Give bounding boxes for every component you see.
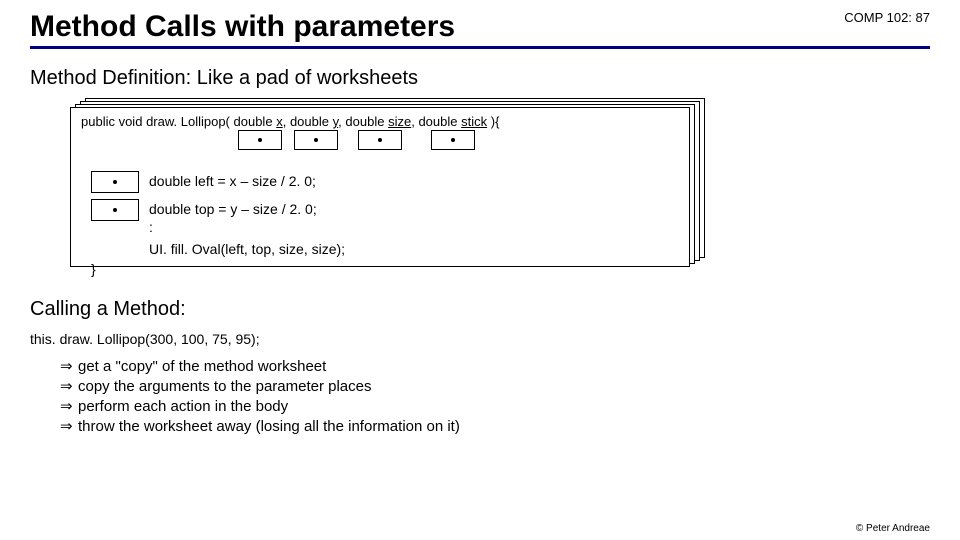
body-row: double left = x – size / 2. 0; xyxy=(91,171,679,193)
dot-icon xyxy=(378,138,382,142)
param-box-size: double size, xyxy=(345,114,414,129)
param-name: size xyxy=(388,114,411,129)
bullet-text: get a "copy" of the method worksheet xyxy=(78,358,326,375)
signature-suffix: ){ xyxy=(491,114,500,129)
param-slot xyxy=(294,130,338,150)
bullet-item: ⇒get a "copy" of the method worksheet xyxy=(60,357,930,375)
course-reference: COMP 102: 87 xyxy=(844,10,930,25)
param-slot xyxy=(431,130,475,150)
dot-icon xyxy=(314,138,318,142)
param-slot xyxy=(238,130,282,150)
param-box-y: double y, xyxy=(290,114,342,129)
code-line: UI. fill. Oval(left, top, size, size); xyxy=(149,241,679,257)
param-slot xyxy=(358,130,402,150)
arrow-icon: ⇒ xyxy=(60,397,78,415)
page-title: Method Calls with parameters xyxy=(30,10,455,44)
bullet-text: throw the worksheet away (losing all the… xyxy=(78,418,460,435)
code-line: : xyxy=(149,217,317,235)
section-heading-definition: Method Definition: Like a pad of workshe… xyxy=(30,67,930,90)
section-heading-calling: Calling a Method: xyxy=(30,298,930,321)
dot-icon xyxy=(451,138,455,142)
param-type: double xyxy=(418,114,457,129)
body-row: double top = y – size / 2. 0; : xyxy=(91,199,679,235)
method-call-line: this. draw. Lollipop(300, 100, 75, 95); xyxy=(30,331,930,347)
copyright-footer: © Peter Andreae xyxy=(856,523,930,534)
param-box-stick: double stick xyxy=(418,114,487,129)
arrow-icon: ⇒ xyxy=(60,357,78,375)
method-body: double left = x – size / 2. 0; double to… xyxy=(91,171,679,277)
code-line: double left = x – size / 2. 0; xyxy=(149,171,316,189)
param-box-x: double x, xyxy=(234,114,287,129)
local-slot xyxy=(91,171,139,193)
worksheet-stack: public void draw. Lollipop( double x, do… xyxy=(70,98,710,268)
bullet-item: ⇒perform each action in the body xyxy=(60,397,930,415)
code-close-brace: } xyxy=(91,261,679,277)
local-slot xyxy=(91,199,139,221)
bullet-text: perform each action in the body xyxy=(78,398,288,415)
worksheet-front: public void draw. Lollipop( double x, do… xyxy=(70,107,690,267)
bullet-item: ⇒copy the arguments to the parameter pla… xyxy=(60,377,930,395)
param-type: double xyxy=(345,114,384,129)
signature-prefix: public void xyxy=(81,114,142,129)
dot-icon xyxy=(113,208,117,212)
arrow-icon: ⇒ xyxy=(60,417,78,435)
bullet-text: copy the arguments to the parameter plac… xyxy=(78,378,372,395)
bullet-list: ⇒get a "copy" of the method worksheet ⇒c… xyxy=(60,357,930,435)
param-name: stick xyxy=(461,114,487,129)
param-type: double xyxy=(234,114,273,129)
dot-icon xyxy=(258,138,262,142)
arrow-icon: ⇒ xyxy=(60,377,78,395)
method-signature: public void draw. Lollipop( double x, do… xyxy=(81,114,679,129)
dot-icon xyxy=(113,180,117,184)
code-line: double top = y – size / 2. 0; xyxy=(149,199,317,217)
bullet-item: ⇒throw the worksheet away (losing all th… xyxy=(60,417,930,435)
param-type: double xyxy=(290,114,329,129)
title-underline xyxy=(30,46,930,49)
signature-method-name: draw. Lollipop( xyxy=(146,114,230,129)
